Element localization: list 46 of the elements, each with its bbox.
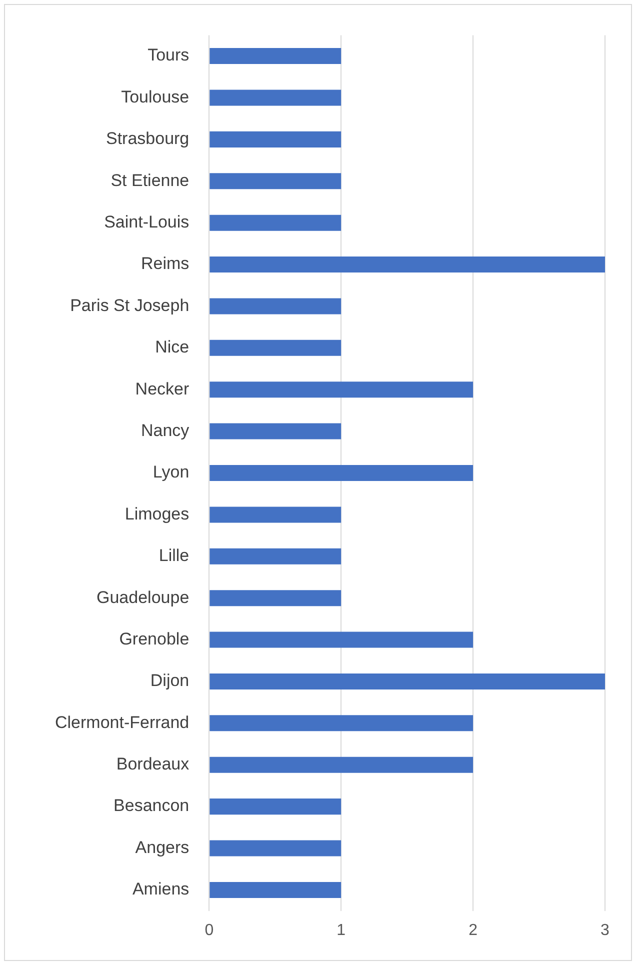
y-tick-label: Saint-Louis <box>104 212 190 232</box>
y-tick-label: Dijon <box>150 671 190 690</box>
bar <box>210 715 474 732</box>
y-tick-label: St Etienne <box>110 170 190 190</box>
bar <box>210 423 342 440</box>
bar <box>210 756 474 773</box>
bar <box>210 840 342 856</box>
y-tick-label: Bordeaux <box>116 754 190 774</box>
bar <box>210 673 605 690</box>
y-tick-label: Grenoble <box>119 629 190 648</box>
x-tick-label: 3 <box>600 922 610 939</box>
bar <box>210 464 474 482</box>
bar <box>210 382 474 398</box>
x-tick-label: 2 <box>468 922 478 939</box>
bar <box>210 632 474 648</box>
y-tick-label: Necker <box>135 379 190 398</box>
bar <box>210 548 342 564</box>
y-tick-label: Besancon <box>114 796 190 816</box>
bar <box>210 590 342 606</box>
y-tick-label: Toulouse <box>121 87 190 106</box>
bar <box>210 131 342 148</box>
bar <box>210 506 342 523</box>
bar <box>210 214 342 231</box>
bar <box>210 256 605 273</box>
bar <box>210 298 342 314</box>
bar <box>210 882 342 898</box>
y-tick-label: Strasbourg <box>106 129 190 148</box>
bar <box>210 340 342 356</box>
y-tick-label: Limoges <box>124 504 190 524</box>
y-tick-label: Lyon <box>152 462 190 482</box>
y-tick-label: Amiens <box>132 880 190 899</box>
bar <box>210 90 342 106</box>
y-tick-label: Lille <box>158 546 190 566</box>
y-tick-label: Paris St Joseph <box>70 296 190 315</box>
bar <box>210 48 342 64</box>
bar <box>210 798 342 815</box>
y-tick-label: Angers <box>135 838 190 857</box>
y-tick-label: Tours <box>148 46 190 65</box>
y-tick-label: Nancy <box>140 420 190 440</box>
y-tick-label: Nice <box>155 338 190 357</box>
x-tick-label: 0 <box>204 922 214 939</box>
y-tick-label: Reims <box>140 254 190 274</box>
y-tick-label: Guadeloupe <box>96 588 190 607</box>
bar <box>210 173 342 190</box>
y-tick-label: Clermont-Ferrand <box>54 712 190 732</box>
x-tick-label: 1 <box>336 922 346 939</box>
